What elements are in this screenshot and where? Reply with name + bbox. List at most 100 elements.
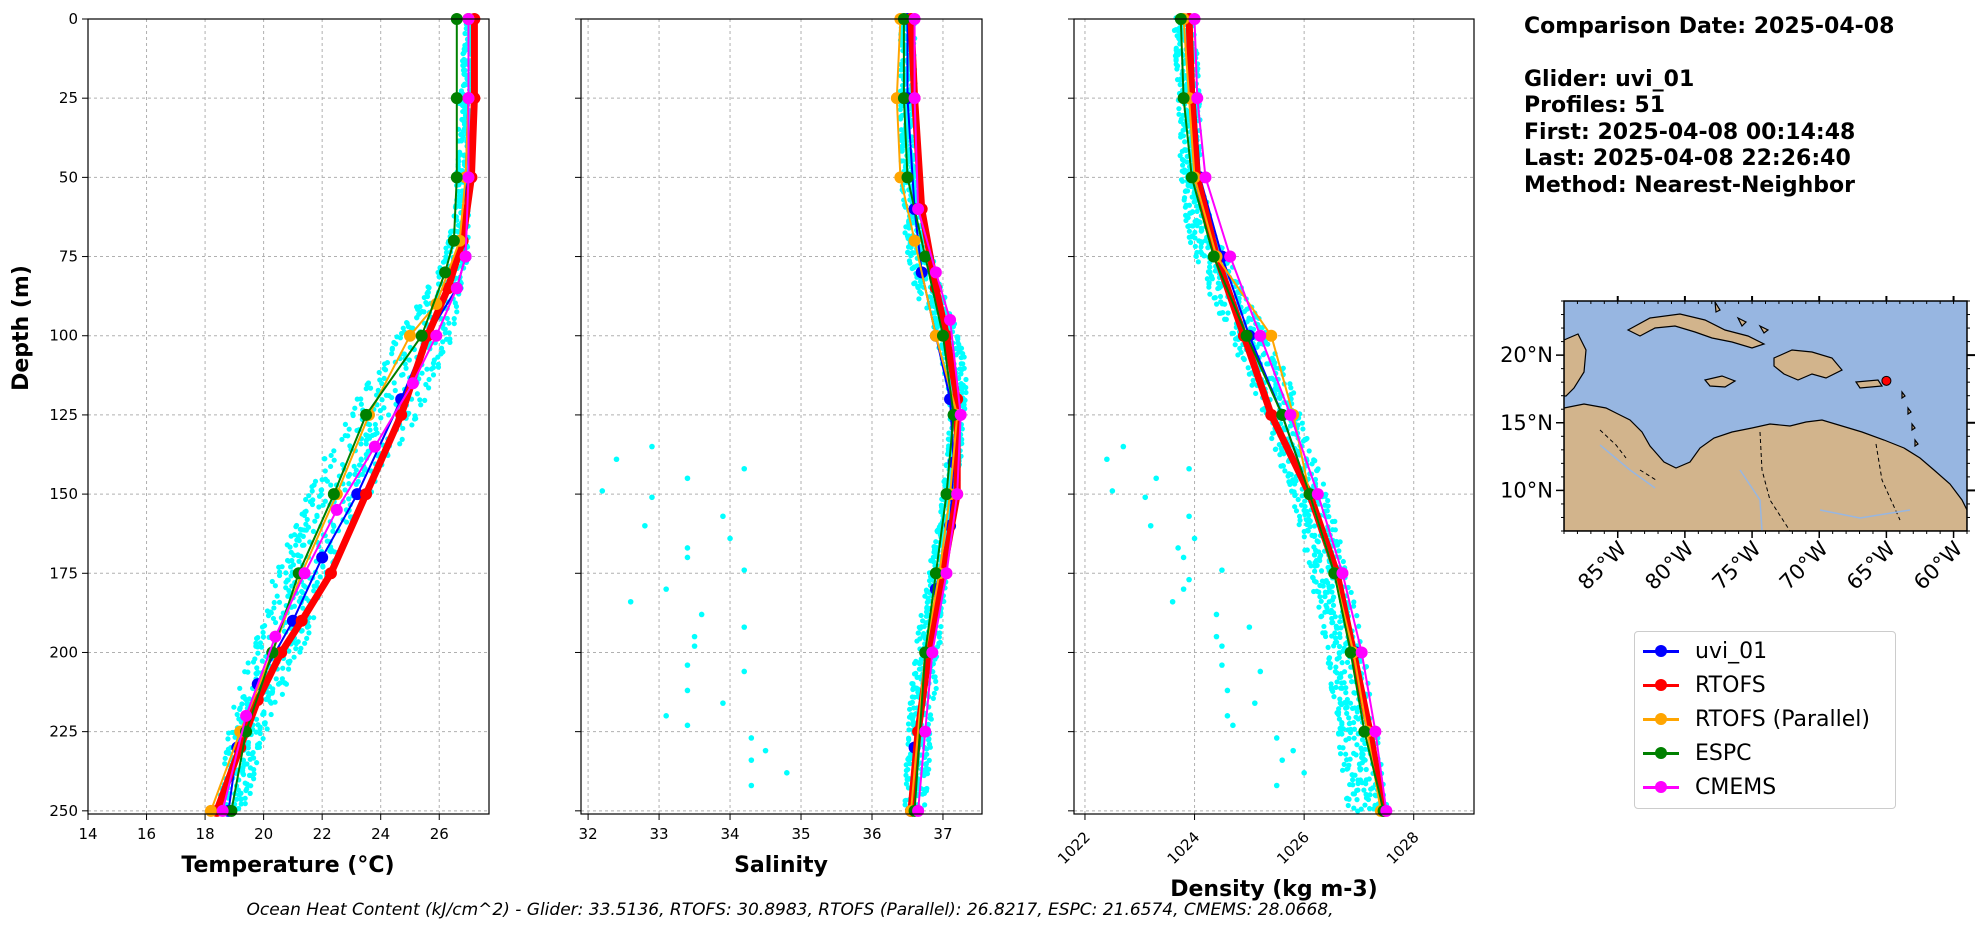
profile-point xyxy=(1280,365,1286,371)
profile-point xyxy=(260,735,266,742)
profile-point xyxy=(351,463,357,469)
profile-outlier xyxy=(1246,624,1253,630)
series-point-cmems xyxy=(330,503,343,516)
profile-point xyxy=(1211,295,1217,301)
profile-point xyxy=(296,558,302,564)
profile-point xyxy=(374,430,380,436)
profile-point xyxy=(419,370,425,376)
profile-point xyxy=(1265,341,1271,347)
comparison-date: Comparison Date: 2025-04-08 xyxy=(1524,14,1895,39)
series-line-rtofs-parallel xyxy=(895,18,959,811)
profile-point xyxy=(454,309,460,315)
profile-outlier xyxy=(613,456,620,463)
profile-point xyxy=(1306,512,1312,518)
series-point-rtofs xyxy=(360,488,373,501)
profile-point xyxy=(276,572,283,579)
profile-point xyxy=(1359,760,1365,766)
profile-point xyxy=(1312,547,1319,553)
profile-point xyxy=(960,361,966,367)
x-tick-label: 1022 xyxy=(1054,828,1094,868)
profile-point xyxy=(447,339,453,345)
profile-point xyxy=(1330,610,1337,616)
profile-point xyxy=(1178,131,1184,137)
series-point-espc xyxy=(450,171,463,184)
profile-point xyxy=(1272,360,1278,366)
legend-item-uvi-01: uvi_01 xyxy=(1643,636,1767,666)
profile-point xyxy=(1333,623,1339,629)
profile-point xyxy=(1207,291,1213,297)
profile-point xyxy=(931,690,937,696)
profile-point xyxy=(1337,696,1343,702)
profile-point xyxy=(961,354,967,360)
density-panel: 1022 1024 1026 1028 xyxy=(1054,13,1475,868)
series-point-cmems xyxy=(1336,567,1349,580)
profile-point xyxy=(381,375,387,382)
profile-point xyxy=(925,721,931,727)
profile-point xyxy=(1232,342,1238,348)
profile-point xyxy=(284,542,290,548)
profile-point xyxy=(1356,623,1362,629)
profile-point xyxy=(1346,721,1352,727)
profile-point xyxy=(926,578,933,584)
legend-label: RTOFS (Parallel) xyxy=(1695,706,1870,732)
profile-point xyxy=(1292,504,1298,510)
profile-point xyxy=(303,496,309,503)
series-point-cmems xyxy=(954,408,967,421)
profile-point xyxy=(906,244,912,250)
profile-point xyxy=(311,583,317,589)
series-point-cmems xyxy=(450,282,463,295)
profile-point xyxy=(1339,767,1346,773)
profile-point xyxy=(284,557,291,564)
series-point-espc xyxy=(1177,92,1190,105)
profile-point xyxy=(1174,66,1180,72)
legend-label: ESPC xyxy=(1695,740,1752,766)
profile-outlier xyxy=(698,611,705,618)
x-tick-label: 1026 xyxy=(1273,828,1313,868)
profile-point xyxy=(260,634,267,640)
profile-point xyxy=(303,527,309,533)
profile-point xyxy=(1320,583,1326,589)
profile-point xyxy=(928,294,934,301)
series-point-espc xyxy=(415,329,428,342)
profile-point xyxy=(1316,604,1322,610)
profile-point xyxy=(242,795,248,801)
profile-point xyxy=(1337,619,1343,625)
profile-point xyxy=(276,599,283,605)
profile-outlier xyxy=(599,488,606,494)
profile-point xyxy=(931,559,937,565)
series-point-cmems xyxy=(1284,408,1297,421)
profile-outlier xyxy=(1219,643,1225,649)
profile-point xyxy=(303,521,309,527)
profile-point xyxy=(255,644,261,650)
lon-tick-label: 60°W xyxy=(1909,536,1967,594)
profile-point xyxy=(1314,588,1320,594)
profile-point xyxy=(1183,212,1189,218)
x-tick-label: 33 xyxy=(650,825,669,843)
profile-point xyxy=(244,781,250,787)
profile-point xyxy=(459,137,465,143)
profile-point xyxy=(1333,635,1339,641)
profile-outlier xyxy=(1191,535,1198,542)
profile-point xyxy=(1333,664,1339,670)
profile-point xyxy=(1241,356,1247,363)
profile-point xyxy=(342,487,348,493)
series-point-espc xyxy=(1207,250,1220,263)
profile-point xyxy=(1306,448,1312,454)
profile-point xyxy=(426,376,432,383)
profile-point xyxy=(446,320,452,326)
profile-point xyxy=(245,669,251,675)
profile-point xyxy=(1353,714,1359,720)
profile-point xyxy=(359,471,366,477)
profile-point xyxy=(222,755,228,761)
profile-point xyxy=(1361,787,1367,793)
profile-point xyxy=(924,599,930,605)
profile-point xyxy=(378,415,384,421)
profile-point xyxy=(311,588,317,594)
profile-outlier xyxy=(748,757,755,763)
profile-point xyxy=(257,730,263,737)
profile-point xyxy=(1314,467,1320,474)
profile-point xyxy=(917,660,924,666)
series-point-rtofs xyxy=(442,282,455,295)
profile-point xyxy=(1175,52,1181,58)
profile-point xyxy=(288,533,294,539)
